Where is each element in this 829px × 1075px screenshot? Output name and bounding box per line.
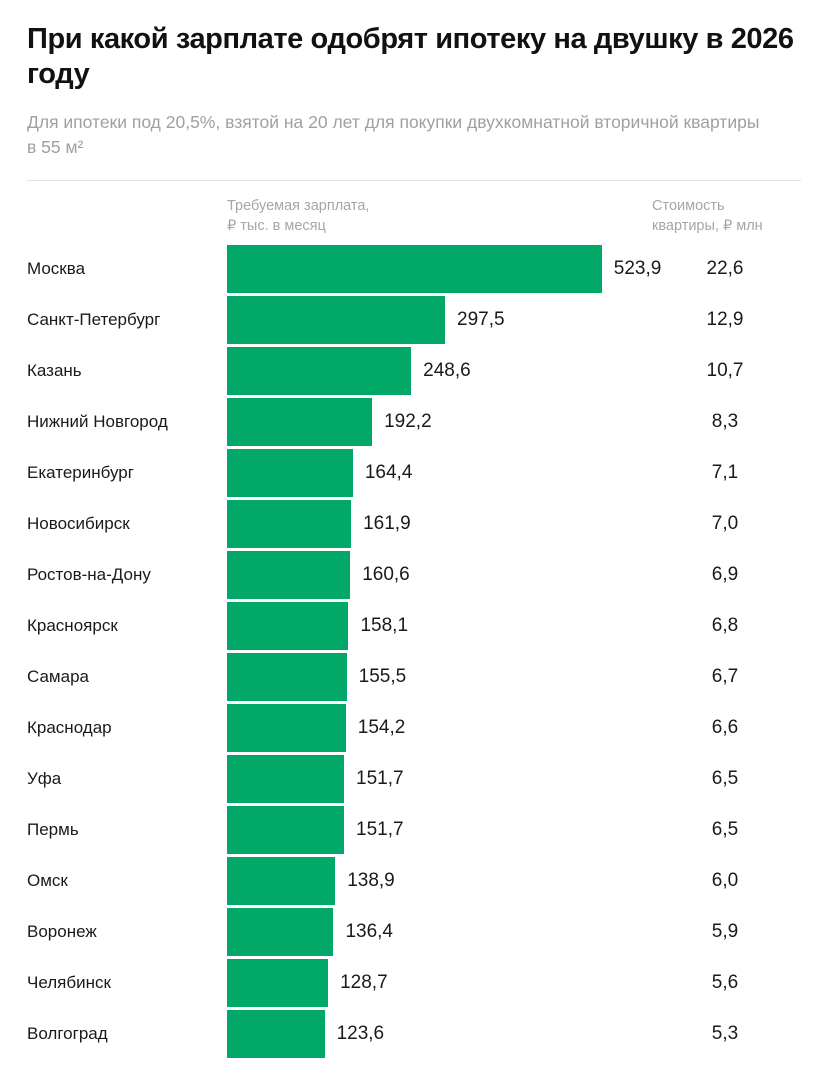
price-value: 10,7 [706, 359, 744, 381]
chart-row: Волгоград 123,6 5,3 [0, 1008, 829, 1059]
row-city-label: Омск [27, 870, 68, 890]
salary-value-label: 164,4 [364, 461, 413, 483]
row-city-label: Волгоград [27, 1023, 108, 1043]
salary-value-label: 248,6 [423, 359, 471, 381]
chart-row: Екатеринбург 164,4 7,1 [0, 447, 829, 498]
salary-bar [227, 805, 345, 854]
price-value: 7,1 [711, 461, 739, 483]
salary-value-label: 136,4 [345, 920, 393, 942]
salary-bar [227, 703, 346, 752]
price-value: 12,9 [706, 308, 744, 330]
row-city-label: Екатеринбург [27, 462, 134, 482]
salary-bar [227, 448, 353, 497]
salary-value-label: 161,9 [363, 512, 411, 534]
chart-row: Москва 523,9 22,6 [0, 243, 829, 294]
chart-row: Омск 138,9 6,0 [0, 855, 829, 906]
price-value: 6,6 [711, 716, 739, 738]
row-city-label: Воронеж [27, 921, 97, 941]
chart-row: Челябинск 128,7 5,6 [0, 957, 829, 1008]
salary-value-label: 123,6 [336, 1022, 385, 1044]
chart-row: Красноярск 158,1 6,8 [0, 600, 829, 651]
page-title: При какой зарплате одобрят ипотеку на дв… [27, 23, 794, 91]
salary-bar [227, 346, 412, 395]
salary-bar [227, 958, 329, 1007]
chart-row: Уфа 151,7 6,5 [0, 753, 829, 804]
salary-value-label: 523,9 [613, 257, 662, 279]
chart-row: Краснодар 154,2 6,6 [0, 702, 829, 753]
price-value: 6,5 [711, 767, 739, 789]
salary-value-label: 128,7 [340, 971, 388, 993]
row-city-label: Красноярск [27, 615, 118, 635]
salary-bar [227, 601, 349, 650]
row-city-label: Пермь [27, 819, 79, 839]
chart-row: Казань 248,6 10,7 [0, 345, 829, 396]
salary-value-label: 155,5 [358, 665, 407, 687]
row-city-label: Челябинск [27, 972, 111, 992]
salary-bar [227, 550, 351, 599]
salary-bar [227, 295, 446, 344]
chart-row: Санкт-Петербург 297,5 12,9 [0, 294, 829, 345]
row-city-label: Самара [27, 666, 89, 686]
salary-bar [227, 244, 602, 293]
salary-bar [227, 652, 347, 701]
row-city-label: Казань [27, 360, 82, 380]
chart-row: Самара 155,5 6,7 [0, 651, 829, 702]
salary-bar [227, 397, 373, 446]
salary-value-label: 192,2 [384, 410, 432, 432]
price-value: 8,3 [711, 410, 739, 432]
salary-bar [227, 754, 345, 803]
salary-value-label: 297,5 [457, 308, 505, 330]
row-city-label: Краснодар [27, 717, 112, 737]
price-value: 6,0 [711, 869, 739, 891]
chart-row: Пермь 151,7 6,5 [0, 804, 829, 855]
price-value: 6,7 [711, 665, 739, 687]
salary-value-label: 154,2 [357, 716, 406, 738]
column-header-price: Стоимость квартиры, ₽ млн [652, 198, 763, 235]
chart-row: Новосибирск 161,9 7,0 [0, 498, 829, 549]
price-value: 6,5 [711, 818, 739, 840]
header: При какой зарплате одобрят ипотеку на дв… [0, 0, 829, 159]
row-city-label: Новосибирск [27, 513, 130, 533]
row-city-label: Ростов-на-Дону [27, 564, 151, 584]
row-city-label: Уфа [27, 768, 62, 788]
salary-bar [227, 1009, 325, 1058]
price-value: 5,6 [711, 971, 739, 993]
row-city-label: Санкт-Петербург [27, 309, 161, 329]
salary-bar [227, 907, 334, 956]
salary-value-label: 151,7 [356, 767, 404, 789]
price-value: 7,0 [711, 512, 739, 534]
salary-bar [227, 499, 352, 548]
row-city-label: Нижний Новгород [27, 411, 168, 431]
salary-value-label: 138,9 [347, 869, 395, 891]
chart-row: Ростов-на-Дону 160,6 6,9 [0, 549, 829, 600]
row-city-label: Москва [27, 258, 86, 278]
price-value: 5,9 [711, 920, 739, 942]
header-divider [27, 180, 801, 182]
salary-bar [227, 856, 336, 905]
chart-row: Нижний Новгород 192,2 8,3 [0, 396, 829, 447]
price-value: 5,3 [711, 1022, 739, 1044]
chart-rows: Москва 523,9 22,6 Санкт-Петербург 297,5 12,9 К… [0, 243, 829, 1059]
salary-value-label: 160,6 [362, 563, 410, 585]
column-header-salary: Требуемая зарплата, ₽ тыс. в месяц [227, 198, 370, 235]
price-value: 6,9 [711, 563, 739, 585]
salary-value-label: 151,7 [356, 818, 404, 840]
column-headers: Требуемая зарплата, ₽ тыс. в месяц Стоим… [0, 181, 829, 243]
salary-value-label: 158,1 [360, 614, 409, 636]
page-subtitle: Для ипотеки под 20,5%, взятой на 20 лет … [27, 111, 760, 157]
chart-row: Воронеж 136,4 5,9 [0, 906, 829, 957]
price-value: 6,8 [711, 614, 739, 636]
price-value: 22,6 [706, 257, 744, 279]
